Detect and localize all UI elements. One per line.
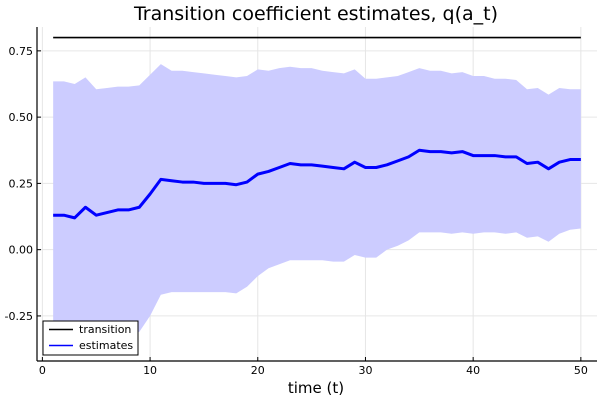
y-tick-label: 0.00	[9, 244, 34, 257]
y-tick-label: 0.75	[9, 45, 34, 58]
y-tick-label: -0.25	[5, 310, 33, 323]
x-tick-label: 0	[39, 364, 46, 377]
x-tick-label: 30	[358, 364, 372, 377]
x-tick-label: 40	[466, 364, 480, 377]
x-tick-label: 50	[574, 364, 588, 377]
axes	[36, 27, 597, 362]
legend-label-transition: transition	[79, 323, 131, 336]
legend-label-estimates: estimates	[79, 339, 133, 352]
y-tick-label: 0.50	[9, 111, 34, 124]
series-lines	[53, 36, 581, 220]
x-tick-label: 20	[251, 364, 265, 377]
estimates-uncertainty-band	[53, 64, 581, 351]
series-line-estimates	[53, 148, 581, 220]
x-axis-label: time (t)	[288, 379, 344, 397]
chart-title: Transition coefficient estimates, q(a_t)	[133, 3, 498, 25]
legend: transition estimates	[42, 320, 139, 356]
legend-box	[42, 320, 139, 356]
y-tick-label: 0.25	[9, 177, 34, 190]
tick-labels: 0 10 20 30 40 50 -0.25 0.00 0.25 0.50 0.75	[5, 45, 588, 377]
x-tick-label: 10	[143, 364, 157, 377]
